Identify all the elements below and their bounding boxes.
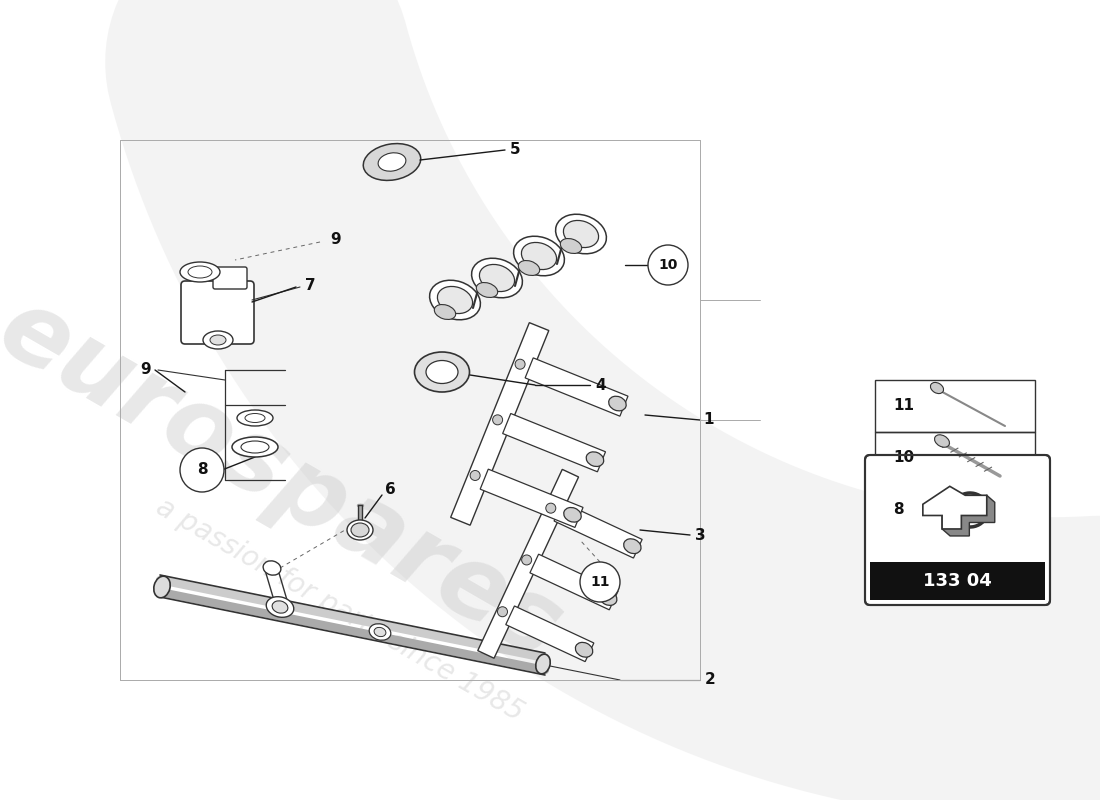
Ellipse shape (480, 265, 515, 291)
Ellipse shape (426, 361, 458, 383)
Ellipse shape (154, 576, 170, 598)
FancyBboxPatch shape (865, 455, 1050, 605)
Polygon shape (923, 486, 987, 529)
Ellipse shape (210, 335, 225, 345)
Text: 10: 10 (893, 450, 914, 466)
Ellipse shape (434, 305, 455, 319)
Polygon shape (942, 495, 994, 536)
Text: 1: 1 (703, 413, 714, 427)
Bar (870, 562, 1045, 600)
Circle shape (580, 562, 620, 602)
Circle shape (493, 415, 503, 425)
Ellipse shape (563, 221, 598, 247)
Text: 8: 8 (197, 462, 207, 478)
Circle shape (521, 555, 531, 565)
Bar (874, 380, 1035, 432)
Ellipse shape (363, 143, 420, 181)
Ellipse shape (245, 414, 265, 422)
Ellipse shape (556, 214, 606, 254)
Bar (874, 484, 1035, 536)
Ellipse shape (378, 153, 406, 171)
Circle shape (648, 245, 688, 285)
Circle shape (470, 470, 480, 481)
Text: 5: 5 (510, 142, 520, 158)
Ellipse shape (608, 396, 626, 411)
Text: 10: 10 (658, 258, 678, 272)
Ellipse shape (624, 538, 641, 554)
Text: 7: 7 (305, 278, 316, 293)
Text: eurospares: eurospares (0, 280, 579, 680)
Text: 9: 9 (330, 233, 341, 247)
Ellipse shape (575, 642, 593, 657)
Ellipse shape (514, 236, 564, 276)
Polygon shape (503, 414, 605, 472)
Ellipse shape (188, 266, 212, 278)
Ellipse shape (272, 601, 288, 613)
Text: a passion for parts since 1985: a passion for parts since 1985 (152, 493, 529, 727)
Polygon shape (554, 502, 642, 558)
Text: 8: 8 (893, 502, 903, 518)
Ellipse shape (241, 441, 270, 453)
Ellipse shape (476, 282, 497, 298)
Polygon shape (525, 358, 628, 416)
Ellipse shape (518, 261, 540, 275)
Ellipse shape (204, 331, 233, 349)
Ellipse shape (346, 520, 373, 540)
Text: 4: 4 (595, 378, 606, 393)
Ellipse shape (560, 238, 582, 254)
Ellipse shape (266, 597, 294, 618)
Polygon shape (477, 470, 579, 658)
Ellipse shape (472, 258, 522, 298)
Text: 2: 2 (705, 673, 716, 687)
Ellipse shape (263, 561, 280, 575)
Ellipse shape (180, 262, 220, 282)
Polygon shape (530, 554, 618, 610)
Ellipse shape (935, 434, 949, 447)
Circle shape (497, 606, 507, 617)
Text: 133 04: 133 04 (923, 572, 992, 590)
Ellipse shape (563, 507, 581, 522)
Circle shape (180, 448, 224, 492)
Polygon shape (481, 469, 583, 527)
Ellipse shape (931, 382, 944, 394)
Ellipse shape (415, 352, 470, 392)
Text: 9: 9 (140, 362, 151, 378)
Text: 11: 11 (591, 575, 609, 589)
Ellipse shape (600, 590, 617, 606)
Ellipse shape (536, 654, 550, 674)
Circle shape (546, 503, 556, 513)
Ellipse shape (232, 437, 278, 457)
Bar (874, 432, 1035, 484)
Text: 3: 3 (695, 527, 705, 542)
Ellipse shape (236, 410, 273, 426)
FancyBboxPatch shape (182, 281, 254, 344)
FancyBboxPatch shape (213, 267, 248, 289)
Polygon shape (506, 606, 594, 662)
Ellipse shape (374, 627, 386, 637)
Ellipse shape (370, 624, 390, 640)
Ellipse shape (586, 452, 604, 466)
Polygon shape (451, 322, 549, 526)
Ellipse shape (521, 242, 557, 270)
Text: 11: 11 (893, 398, 914, 414)
Ellipse shape (351, 523, 369, 537)
Circle shape (515, 359, 525, 370)
Text: 6: 6 (385, 482, 396, 498)
Ellipse shape (430, 280, 481, 320)
Ellipse shape (438, 286, 473, 314)
